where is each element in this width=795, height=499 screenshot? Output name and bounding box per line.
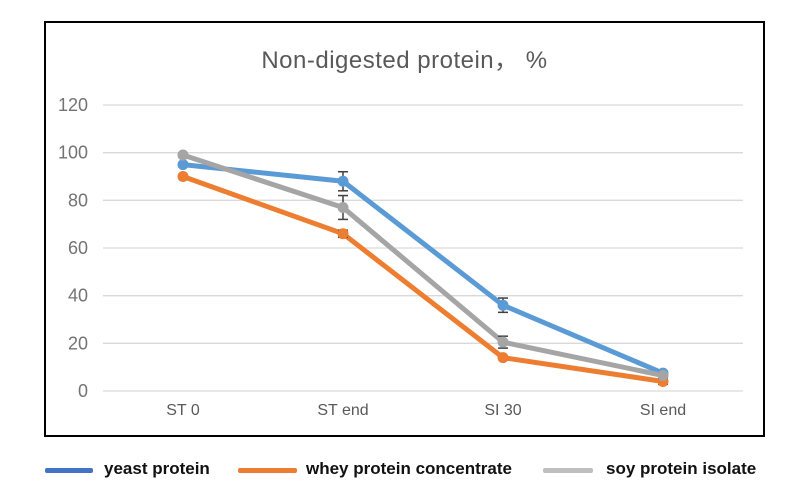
series-line-soy-protein-isolate (180, 152, 666, 379)
y-tick-label-80: 80 (68, 190, 88, 210)
series-line-whey-protein-concentrate (180, 174, 666, 384)
y-tick-label-100: 100 (58, 143, 88, 163)
series-line-yeast-protein (180, 162, 666, 376)
marker-whey-protein-concentrate-ST-end (337, 228, 349, 240)
marker-yeast-protein-SI-30 (497, 299, 509, 311)
marker-soy-protein-isolate-ST-0 (177, 149, 189, 161)
marker-soy-protein-isolate-SI-end (657, 370, 669, 382)
y-tick-label-20: 20 (68, 333, 88, 353)
marker-whey-protein-concentrate-ST-0 (177, 171, 189, 182)
x-tick-label-ST-end: ST end (317, 402, 368, 419)
marker-whey-protein-concentrate-SI-30 (497, 352, 509, 364)
marker-yeast-protein-ST-0 (177, 159, 189, 171)
y-tick-label-0: 0 (78, 381, 88, 401)
chart-title: Non-digested protein， % (261, 47, 548, 74)
y-tick-label-40: 40 (68, 286, 88, 306)
marker-soy-protein-isolate-ST-end (337, 201, 349, 213)
y-tick-label-120: 120 (58, 95, 88, 115)
x-tick-label-SI-end: SI end (640, 402, 686, 419)
marker-yeast-protein-ST-end (337, 175, 349, 187)
y-tick-label-60: 60 (68, 238, 88, 258)
x-tick-label-SI-30: SI 30 (484, 402, 521, 419)
x-tick-label-ST-0: ST 0 (166, 402, 200, 419)
marker-soy-protein-isolate-SI-30 (497, 336, 509, 348)
